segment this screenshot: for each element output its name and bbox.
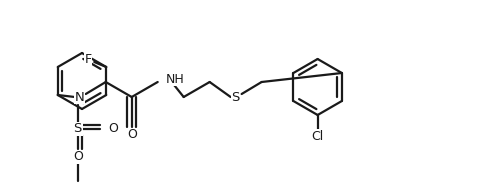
Text: O: O bbox=[108, 122, 118, 134]
Text: NH: NH bbox=[165, 73, 184, 85]
Text: F: F bbox=[84, 53, 92, 65]
Text: S: S bbox=[232, 91, 240, 103]
Text: S: S bbox=[74, 122, 82, 135]
Text: O: O bbox=[73, 151, 82, 163]
Text: N: N bbox=[75, 91, 84, 103]
Text: O: O bbox=[127, 129, 137, 142]
Text: Cl: Cl bbox=[312, 130, 324, 142]
